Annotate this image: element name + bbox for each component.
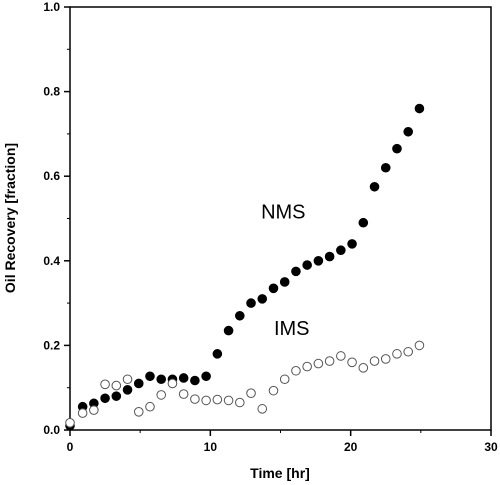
nms-point xyxy=(122,385,133,395)
nms-point xyxy=(201,371,211,382)
ims-point xyxy=(145,401,155,412)
annotation-ims: IMS xyxy=(274,318,310,340)
axis-ticks xyxy=(64,6,492,436)
ims-point xyxy=(358,363,369,373)
ims-point xyxy=(347,357,357,368)
nms-point xyxy=(313,256,324,266)
ims-point xyxy=(235,397,245,408)
nms-point xyxy=(291,266,301,277)
ims-point xyxy=(246,388,256,398)
nms-point xyxy=(178,373,189,383)
ims-point xyxy=(167,378,178,389)
nms-point xyxy=(392,143,402,154)
ims-point xyxy=(201,395,211,406)
y-tick-label: 0.2 xyxy=(43,338,60,352)
nms-point xyxy=(223,325,234,336)
y-tick-label: 0.6 xyxy=(43,169,60,183)
x-tick-label: 0 xyxy=(67,440,74,454)
ims-point xyxy=(268,385,279,396)
ims-point xyxy=(257,404,268,414)
ims-point xyxy=(156,390,167,400)
series-annotations: NMS IMS xyxy=(261,202,309,340)
y-tick-label: 1.0 xyxy=(43,0,60,14)
nms-point xyxy=(235,310,245,321)
y-axis-title: Oil Recovery [fraction] xyxy=(2,143,18,293)
ims-point xyxy=(414,340,425,351)
ims-point xyxy=(336,351,346,361)
nms-point xyxy=(145,371,155,382)
axis-tick-labels: 0 10 20 30 0.0 0.2 0.4 0.6 0.8 1.0 xyxy=(43,0,498,454)
x-tick-label: 30 xyxy=(484,440,498,454)
x-tick-label: 20 xyxy=(344,440,358,454)
x-axis-title: Time [hr] xyxy=(250,465,310,481)
ims-point xyxy=(392,349,402,359)
y-tick-label: 0.0 xyxy=(43,423,60,437)
nms-point xyxy=(336,245,346,256)
y-tick-label: 0.4 xyxy=(43,254,60,268)
nms-point xyxy=(324,251,335,262)
ims-point xyxy=(100,379,110,390)
ims-point xyxy=(190,394,200,404)
nms-point xyxy=(133,378,144,389)
ims-point xyxy=(279,374,290,385)
nms-point xyxy=(369,181,380,192)
annotation-nms: NMS xyxy=(261,202,305,224)
ims-point xyxy=(302,361,312,372)
nms-point xyxy=(403,126,414,137)
nms-point xyxy=(257,294,268,304)
ims-point xyxy=(324,356,335,366)
y-tick-label: 0.8 xyxy=(43,85,60,99)
nms-point xyxy=(190,375,200,386)
nms-point xyxy=(279,277,290,287)
ims-point xyxy=(369,356,380,366)
ims-point xyxy=(111,380,122,391)
nms-point xyxy=(246,298,256,308)
nms-point xyxy=(302,260,312,270)
nms-point xyxy=(100,393,110,404)
nms-point xyxy=(212,349,223,359)
ims-point xyxy=(223,395,234,406)
ims-point xyxy=(89,405,99,415)
ims-point xyxy=(313,358,324,369)
ims-point xyxy=(403,346,414,357)
nms-point xyxy=(414,103,425,114)
ims-point xyxy=(212,394,223,405)
series-ims xyxy=(65,340,425,428)
ims-point xyxy=(122,374,133,385)
ims-point xyxy=(380,354,391,364)
nms-point xyxy=(358,217,369,228)
series-nms xyxy=(65,103,425,431)
nms-point xyxy=(156,374,167,385)
ims-point xyxy=(178,389,189,399)
nms-point xyxy=(380,162,391,173)
nms-point xyxy=(347,239,357,249)
ims-point xyxy=(65,418,75,428)
nms-point xyxy=(111,391,122,401)
nms-point xyxy=(268,283,279,294)
ims-point xyxy=(291,365,301,376)
x-tick-label: 10 xyxy=(204,440,218,454)
data-series xyxy=(65,103,425,431)
ims-point xyxy=(133,407,144,417)
ims-point xyxy=(77,408,88,418)
